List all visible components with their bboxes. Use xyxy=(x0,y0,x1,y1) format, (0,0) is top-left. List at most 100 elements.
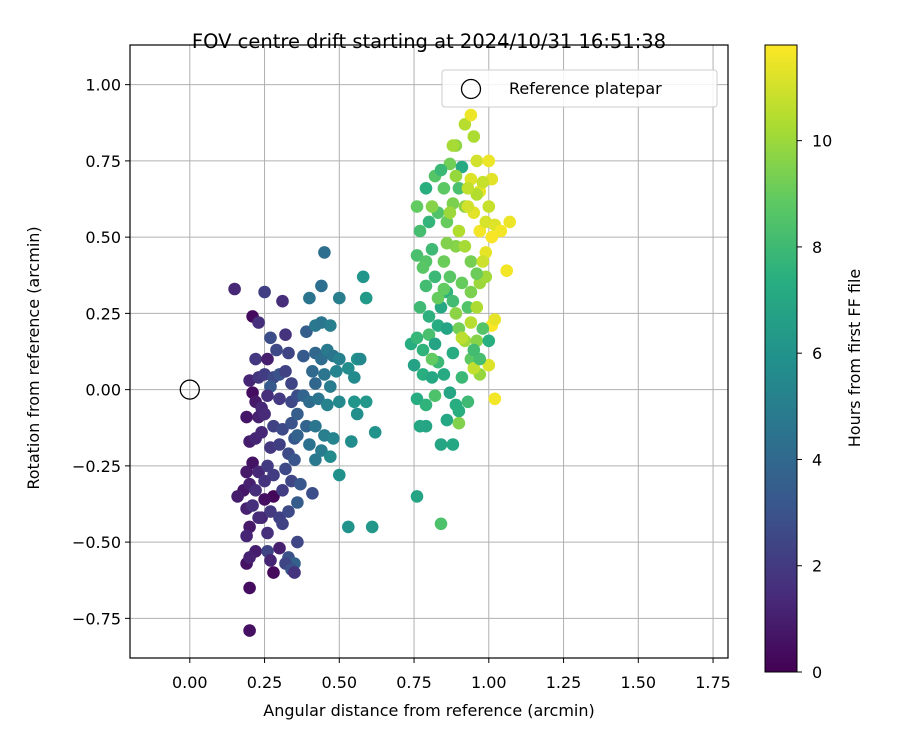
data-point xyxy=(321,398,334,412)
data-point xyxy=(252,465,265,479)
data-point xyxy=(434,163,448,177)
data-point xyxy=(333,352,346,366)
data-point xyxy=(452,182,466,195)
data-point xyxy=(291,429,304,442)
y-tick-label: 1.00 xyxy=(85,76,121,95)
data-point xyxy=(288,453,301,467)
data-point xyxy=(264,554,277,567)
data-point xyxy=(300,419,313,433)
data-point xyxy=(464,255,478,268)
data-point xyxy=(440,322,454,335)
data-point xyxy=(455,276,469,290)
data-point xyxy=(446,139,460,152)
data-point xyxy=(425,200,439,213)
data-point xyxy=(467,362,481,375)
data-point xyxy=(455,331,469,345)
data-point xyxy=(500,264,513,278)
data-point xyxy=(324,450,337,464)
data-point xyxy=(318,246,331,259)
data-point xyxy=(461,182,475,195)
data-point xyxy=(356,270,370,284)
data-point xyxy=(252,316,265,329)
data-point xyxy=(476,322,490,335)
data-point xyxy=(455,371,469,384)
data-point xyxy=(359,395,373,409)
data-point xyxy=(279,328,292,342)
data-point xyxy=(231,490,244,503)
data-point xyxy=(246,456,259,470)
data-point xyxy=(452,416,466,430)
data-point xyxy=(228,282,241,296)
data-point xyxy=(461,301,475,314)
data-point xyxy=(473,352,487,366)
data-point xyxy=(240,465,253,479)
colorbar xyxy=(764,44,798,673)
data-point xyxy=(279,462,292,476)
y-tick-label: −0.75 xyxy=(72,609,121,628)
data-point xyxy=(416,343,430,357)
x-axis-title: Angular distance from reference (arcmin) xyxy=(263,701,594,720)
data-point xyxy=(303,438,316,451)
data-point xyxy=(464,108,478,122)
data-point xyxy=(482,154,496,168)
data-point xyxy=(368,426,382,439)
data-point xyxy=(419,398,433,412)
data-point xyxy=(291,496,304,509)
data-point xyxy=(437,255,451,268)
data-point xyxy=(258,474,271,488)
data-point xyxy=(312,392,325,406)
data-point xyxy=(353,352,367,366)
data-point xyxy=(410,249,424,262)
data-point xyxy=(461,395,475,409)
data-point xyxy=(449,169,463,183)
data-point xyxy=(458,118,472,131)
data-point xyxy=(327,432,340,445)
data-point xyxy=(261,352,274,366)
data-point xyxy=(303,291,316,305)
data-point xyxy=(410,490,424,503)
colorbar-tick-label: 2 xyxy=(812,557,822,576)
data-point xyxy=(309,419,322,433)
data-point xyxy=(410,200,424,213)
data-point xyxy=(470,301,484,314)
data-point xyxy=(318,368,331,381)
data-point xyxy=(291,535,304,549)
data-point xyxy=(422,310,436,323)
data-point xyxy=(240,410,253,424)
data-point xyxy=(470,267,484,281)
data-point xyxy=(330,365,343,378)
data-point xyxy=(300,325,313,339)
data-point xyxy=(437,368,451,381)
data-point xyxy=(365,520,379,534)
colorbar-tick-label: 10 xyxy=(812,132,832,151)
data-point xyxy=(425,243,439,256)
chart-title: FOV centre drift starting at 2024/10/31 … xyxy=(192,30,666,53)
data-point xyxy=(419,182,433,195)
data-point xyxy=(267,468,280,482)
data-point xyxy=(258,407,271,421)
colorbar-title: Hours from first FF file xyxy=(845,269,864,448)
data-point xyxy=(434,517,448,531)
data-points xyxy=(228,108,516,637)
data-point xyxy=(324,380,337,393)
data-point xyxy=(333,468,346,482)
data-point xyxy=(282,505,295,518)
data-point xyxy=(333,291,346,305)
y-tick-label: −0.50 xyxy=(72,533,121,552)
data-point xyxy=(458,240,472,253)
data-point xyxy=(443,206,457,219)
data-point xyxy=(315,352,328,366)
data-point xyxy=(476,255,490,268)
data-point xyxy=(419,419,433,433)
y-axis-ticks: −0.75 −0.50 −0.25 0.00 0.25 0.50 0.75 1.00 xyxy=(72,76,130,628)
reference-platepar-marker xyxy=(179,379,200,400)
data-point xyxy=(434,438,448,451)
data-point xyxy=(428,389,442,403)
data-point xyxy=(413,224,427,238)
data-point xyxy=(470,154,484,168)
y-tick-label: 0.25 xyxy=(85,304,121,323)
data-point xyxy=(473,224,487,238)
data-point xyxy=(437,182,451,195)
plot-frame xyxy=(129,44,729,659)
